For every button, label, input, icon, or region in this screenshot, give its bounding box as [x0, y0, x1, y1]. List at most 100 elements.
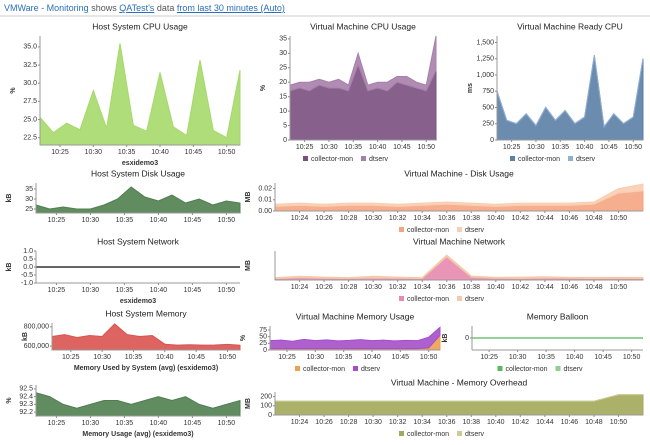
legend-swatch: [399, 296, 404, 301]
x-tick-label: 10:48: [585, 215, 603, 222]
y-tick-label: 0: [268, 412, 272, 419]
y-tick-label: 30: [25, 196, 33, 203]
x-tick-label: 10:50: [625, 144, 643, 151]
x-tick-label: 10:50: [610, 215, 628, 222]
chart-title: Host System CPU Usage: [92, 21, 188, 31]
y-tick-label: -1.0: [21, 280, 33, 287]
x-tick-label: 10:50: [623, 354, 641, 361]
legend-label: dtserv: [361, 366, 381, 373]
x-tick-label: 10:48: [585, 419, 603, 426]
y-axis-label: kB: [442, 334, 449, 343]
x-tick-label: 10:40: [150, 287, 168, 294]
header-text: shows: [91, 3, 117, 13]
range-link[interactable]: from last 30 minutes (Auto): [176, 3, 285, 13]
legend-label: collector-mon: [303, 366, 345, 373]
legend-label: dtserv: [465, 296, 485, 303]
x-tick-label: 10:25: [296, 144, 314, 151]
legend-swatch: [361, 156, 366, 161]
chart-title: Virtual Machine Ready CPU: [517, 21, 623, 31]
x-tick-label: 10:50: [610, 419, 628, 426]
y-tick-label: 0.02: [258, 185, 272, 192]
x-tick-label: 10:32: [389, 215, 407, 222]
x-tick-label: 10:30: [364, 419, 382, 426]
x-axis-label: esxidemo3: [120, 298, 156, 305]
y-tick-label: 15: [279, 94, 287, 101]
y-tick-label: 500: [482, 104, 494, 111]
x-tick-label: 10:40: [487, 284, 505, 291]
y-tick-label: 35: [279, 36, 287, 43]
x-tick-label: 10:50: [420, 354, 438, 361]
chart-title: Virtual Machine - Disk Usage: [404, 168, 514, 178]
x-tick-label: 10:25: [48, 217, 66, 224]
y-tick-label: 800,000: [24, 324, 49, 331]
y-tick-label: 600,000: [24, 343, 49, 350]
y-tick-label: 0.5: [23, 256, 33, 263]
y-tick-label: 30.0: [23, 80, 37, 87]
x-axis-label: esxidemo3: [122, 160, 158, 167]
area: [35, 392, 241, 417]
y-tick-label: 250: [482, 121, 494, 128]
x-tick-label: 10:26: [315, 419, 333, 426]
y-tick-label: 35: [25, 186, 33, 193]
y-axis-label: %: [240, 334, 247, 341]
x-tick-label: 10:28: [340, 284, 358, 291]
x-tick-label: 10:45: [184, 217, 202, 224]
x-tick-label: 10:34: [413, 419, 431, 426]
area: [496, 55, 644, 141]
x-tick-label: 10:50: [418, 144, 436, 151]
y-tick-label: 20: [279, 79, 287, 86]
x-tick-label: 10:30: [364, 215, 382, 222]
y-axis-label: MB: [245, 192, 252, 203]
legend-label: dtserv: [369, 156, 389, 163]
area: [274, 394, 644, 416]
y-tick-label: 22.5: [23, 135, 37, 142]
x-tick-label: 10:50: [610, 284, 628, 291]
app-link[interactable]: VMWare - Monitoring: [4, 3, 89, 13]
chart-title: Host System Network: [97, 236, 179, 246]
x-tick-label: 10:36: [438, 419, 456, 426]
x-axis-label: Memory Used by System (avg) (esxidemo3): [74, 365, 218, 372]
x-tick-label: 10:42: [512, 215, 530, 222]
y-tick-label: 750: [482, 88, 494, 95]
chart-title: Host System Memory: [105, 308, 187, 318]
x-tick-label: 10:34: [413, 215, 431, 222]
legend-swatch: [568, 156, 573, 161]
legend-label: collector-mon: [311, 156, 353, 163]
x-tick-label: 10:30: [364, 284, 382, 291]
chart-title: Host System Disk Usage: [91, 168, 185, 178]
x-tick-label: 10:30: [320, 144, 338, 151]
x-tick-label: 10:25: [62, 354, 80, 361]
area: [275, 394, 643, 402]
y-axis-label: kB: [22, 332, 29, 341]
y-tick-label: 100: [260, 403, 272, 410]
legend-label: collector-mon: [506, 366, 548, 373]
x-tick-label: 10:48: [585, 284, 603, 291]
x-tick-label: 10:42: [512, 419, 530, 426]
x-tick-label: 10:44: [536, 419, 554, 426]
legend-label: dtserv: [576, 156, 596, 163]
x-tick-label: 10:40: [369, 144, 387, 151]
y-tick-label: 27.5: [23, 98, 37, 105]
legend-swatch: [303, 156, 308, 161]
x-tick-label: 10:40: [487, 419, 505, 426]
header: VMWare - Monitoring shows QATest's data …: [4, 3, 285, 13]
x-tick-label: 10:28: [340, 215, 358, 222]
x-tick-label: 10:50: [218, 149, 236, 156]
legend-label: dtserv: [465, 227, 485, 234]
x-tick-label: 10:30: [82, 420, 100, 427]
legend-label: collector-mon: [407, 431, 449, 438]
target-link[interactable]: QATest's: [119, 3, 155, 13]
x-tick-label: 10:44: [536, 215, 554, 222]
area: [274, 183, 644, 208]
area: [274, 190, 644, 212]
chart-title: Virtual Machine Network: [413, 236, 506, 246]
header-text: data: [156, 3, 175, 13]
x-tick-label: 10:45: [392, 354, 410, 361]
y-tick-label: -0.5: [21, 272, 33, 279]
x-tick-label: 10:25: [480, 354, 498, 361]
y-tick-label: 0.01: [258, 197, 272, 204]
area: [274, 256, 644, 281]
x-tick-label: 10:40: [150, 420, 168, 427]
